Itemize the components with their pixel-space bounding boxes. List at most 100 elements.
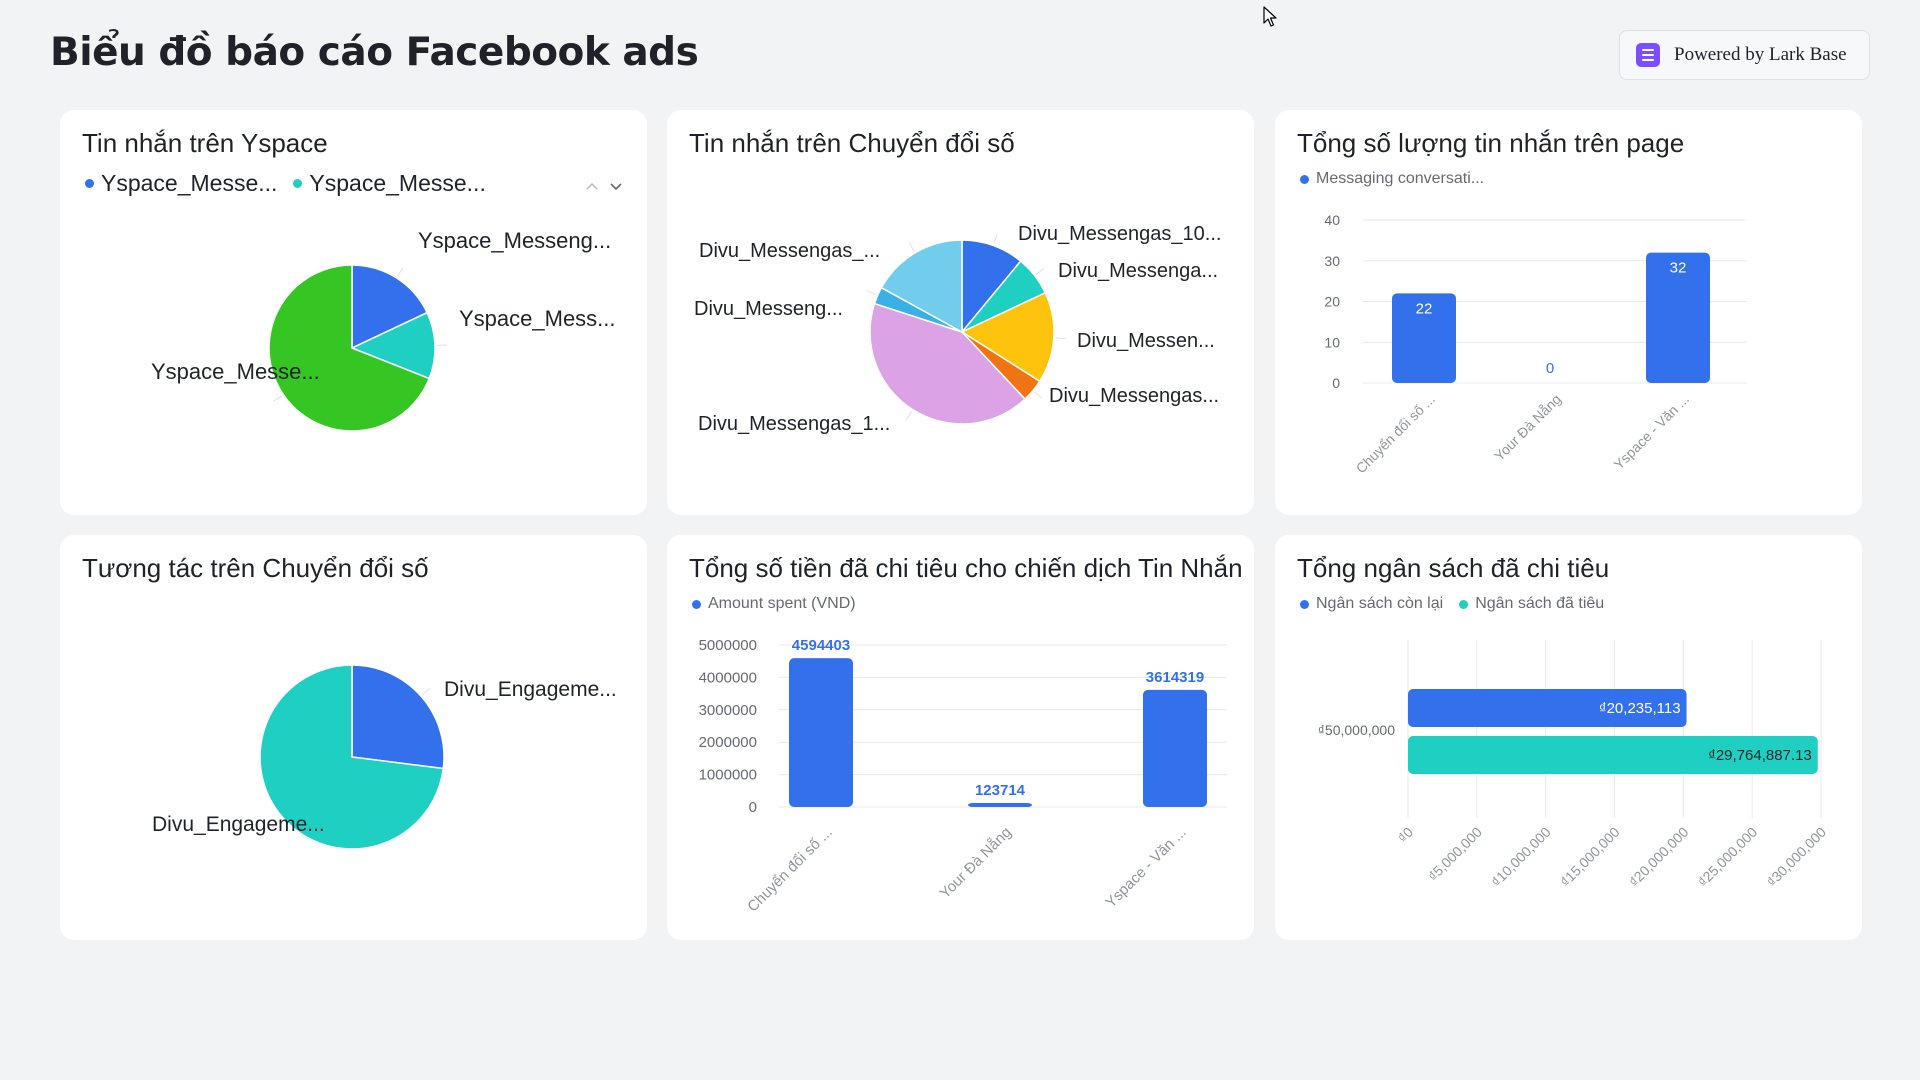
chart-card-engagement[interactable]: Tương tác trên Chuyển đổi số Divu_Engage… (60, 535, 647, 940)
legend-dot (1300, 174, 1309, 184)
legend-scroll-up-icon[interactable] (582, 176, 602, 196)
bar-value-label: 0 (1546, 360, 1554, 377)
bar (1408, 689, 1687, 727)
bar-chart: 0 10 20 30 40 22 Chuyển đổi số ... 0 Your Đà Nẵn… (1324, 212, 1747, 476)
pie-slice (960, 291, 1055, 383)
legend-dot (1459, 599, 1469, 609)
bar-value-label: 123714 (975, 782, 1026, 799)
page-title: Biểu đồ báo cáo Facebook ads (50, 30, 699, 75)
legend-item[interactable]: Yspace_Messe... (85, 170, 277, 197)
pie-slice (350, 311, 436, 380)
mouse-cursor-icon (1263, 6, 1277, 27)
bar-chart: 0 1000000 2000000 3000000 4000000 5000000 4594… (699, 637, 1227, 915)
chart-card-budget[interactable]: Tổng ngân sách đã chi tiêu Ngân sách còn… (1275, 535, 1862, 940)
pie-slice (268, 264, 431, 432)
horizontal-bar-chart: ₫0 ₫5,000,000 ₫10,000,000 ₫15,000,000 ₫20,00… (1318, 640, 1829, 890)
x-tick-label: ₫15,000,000 (1557, 824, 1623, 890)
bar (1392, 293, 1456, 383)
legend-label: Yspace_Messe... (101, 170, 278, 196)
pie-slice-label: Divu_Messeng... (694, 298, 843, 320)
y-tick-label: 10 (1324, 334, 1340, 350)
pie-slice-label: Yspace_Messe... (151, 359, 320, 384)
legend-label: Ngân sách còn lại (1316, 595, 1444, 612)
legend-item[interactable]: Messaging conversati... (1300, 170, 1484, 188)
pie-leader-line (866, 290, 876, 296)
pie-leader-line (1035, 267, 1045, 275)
bar-value-label: ₫29,764,887.13 (1708, 747, 1812, 764)
pie-leader-line (273, 395, 282, 402)
legend-item[interactable]: Ngân sách đã tiêu (1459, 595, 1604, 613)
pie-slice-label: Divu_Messen... (1077, 330, 1215, 352)
card-title: Tin nhắn trên Yspace (82, 128, 328, 158)
pie-slice (259, 664, 445, 850)
chart-legend: Ngân sách còn lại Ngân sách đã tiêu (1300, 595, 1620, 613)
bar-value-label: 32 (1670, 260, 1687, 277)
pie-slice (351, 264, 429, 350)
legend-dot (692, 599, 701, 609)
bar (1143, 689, 1207, 807)
bar (1646, 252, 1710, 383)
card-title: Tin nhắn trên Chuyển đổi số (689, 128, 1015, 158)
legend-item[interactable]: Yspace_Messe... (293, 170, 486, 197)
chart-card-chuyen-doi-so-messages[interactable]: Tin nhắn trên Chuyển đổi số Divu_Messeng… (667, 110, 1254, 515)
powered-by-label: Powered by Lark Base (1674, 44, 1847, 65)
bar-value-label: 4594403 (792, 637, 850, 654)
pie-leader-line (397, 267, 404, 277)
lark-base-icon (1636, 43, 1660, 67)
legend-label: Yspace_Messe... (309, 170, 486, 196)
chart-legend: Amount spent (VND) (692, 595, 872, 613)
pie-leader-line (273, 818, 282, 827)
legend-label: Ngân sách đã tiêu (1475, 595, 1605, 612)
x-tick-label: Yspace - Văn ... (1610, 391, 1692, 473)
legend-dot (85, 179, 94, 188)
y-tick-label: 5000000 (699, 637, 757, 654)
chart-card-amount-spent[interactable]: Tổng số tiền đã chi tiêu cho chiến dịch … (667, 535, 1254, 940)
chart-card-total-messages[interactable]: Tổng số lượng tin nhắn trên page Messagi… (1275, 110, 1862, 515)
x-tick-label: ₫0 (1394, 824, 1416, 846)
y-tick-label: 2000000 (699, 734, 757, 751)
bar-value-label: 22 (1416, 300, 1433, 317)
bar-value-label: 3614319 (1146, 669, 1204, 686)
card-title: Tổng ngân sách đã chi tiêu (1297, 553, 1610, 583)
pie-chart: Yspace_Messeng... Yspace_Mess... Yspace_Me… (151, 228, 616, 432)
x-tick-label: Yspace - Văn ... (1102, 824, 1189, 911)
pie-leader-line (422, 687, 431, 696)
chart-legend: Yspace_Messe... Yspace_Messe... (85, 170, 502, 197)
x-tick-label: ₫25,000,000 (1694, 824, 1760, 890)
pie-chart: Divu_Messengas_10... Divu_Messenga... Divu… (694, 223, 1221, 435)
x-tick-label: ₫5,000,000 (1425, 824, 1486, 885)
card-title: Tổng số lượng tin nhắn trên page (1297, 128, 1685, 158)
x-tick-label: Your Đà Nẵng (1491, 391, 1564, 464)
bar-value-label: ₫20,235,113 (1599, 700, 1681, 717)
legend-dot (293, 179, 303, 188)
bar (1408, 736, 1818, 774)
pie-slice (869, 302, 1027, 425)
pie-leader-line (1034, 391, 1043, 399)
pie-slice (351, 664, 445, 770)
pie-slice-label: Yspace_Messeng... (418, 228, 611, 253)
pie-slice-label: Divu_Engageme... (152, 813, 325, 836)
legend-item[interactable]: Ngân sách còn lại (1300, 595, 1443, 613)
pie-slice-label: Divu_Messengas... (1049, 385, 1219, 407)
card-title: Tổng số tiền đã chi tiêu cho chiến dịch … (689, 553, 1243, 583)
y-tick-label: 1000000 (699, 767, 757, 784)
pie-slice-label: Divu_Messengas_10... (1018, 223, 1221, 245)
x-tick-label: Your Đà Nẵng (937, 824, 1015, 902)
pie-leader-line (993, 233, 998, 244)
legend-dot (1300, 599, 1309, 609)
x-tick-label: ₫10,000,000 (1488, 824, 1554, 890)
chart-legend: Messaging conversati... (1300, 170, 1500, 188)
legend-item[interactable]: Amount spent (VND) (692, 595, 856, 613)
pie-slice-label: Divu_Messengas_... (699, 240, 880, 262)
pie-slice-label: Divu_Messengas_1... (698, 413, 890, 435)
y-tick-label: 3000000 (699, 702, 757, 719)
pie-chart: Divu_Engageme... Divu_Engageme... (152, 664, 617, 850)
y-tick-label: 30 (1324, 253, 1340, 269)
y-tick-label: 20 (1324, 294, 1340, 310)
pie-slice-label: Divu_Engageme... (444, 678, 617, 701)
bar (968, 802, 1032, 807)
chart-card-yspace-messages[interactable]: Tin nhắn trên Yspace Yspace_Messe... Ysp… (60, 110, 647, 515)
powered-by-button[interactable]: Powered by Lark Base (1619, 30, 1870, 80)
legend-scroll-down-icon[interactable] (606, 176, 626, 196)
pie-leader-line (1055, 337, 1066, 340)
